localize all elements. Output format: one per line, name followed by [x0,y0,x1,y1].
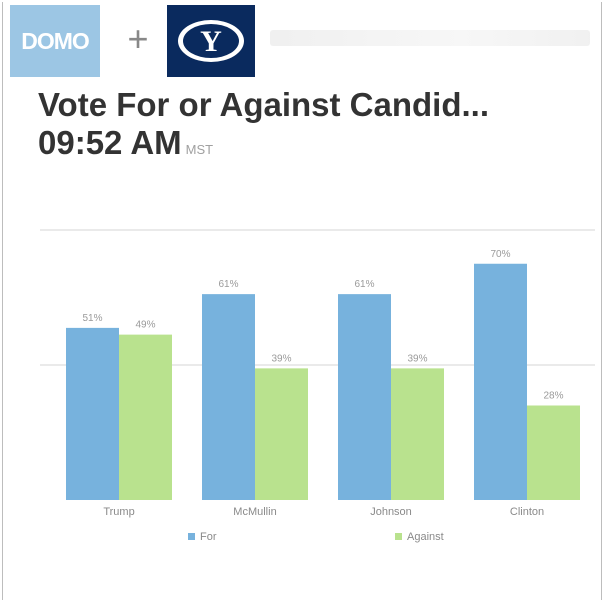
bar-for-mcmullin [202,294,255,500]
x-tick-label: Johnson [370,506,412,518]
card-title[interactable]: Vote For or Against Candid... [38,86,490,123]
data-label: 39% [407,353,427,364]
data-label: 70% [490,249,510,260]
data-label: 61% [354,279,374,290]
bar-against-clinton [527,405,580,500]
bar-for-johnson [338,294,391,500]
plus-sign: + [127,18,149,59]
data-label: 51% [82,313,102,324]
legend-label-against: Against [407,531,444,543]
card-frame [2,2,602,600]
bar-for-trump [66,327,119,500]
legend-swatch-against [395,533,402,540]
time-row: 09:52 AM MST [38,124,213,162]
legend-label-for: For [200,531,217,543]
byu-letter: Y [200,25,222,58]
data-label: 61% [218,279,238,290]
bar-against-johnson [391,368,444,500]
byu-oval-icon: Y [178,20,244,62]
time-value: 09:52 AM [38,124,182,161]
byu-logo[interactable]: Y [167,5,255,77]
bar-against-mcmullin [255,368,308,500]
bar-for-clinton [474,263,527,500]
x-tick-label: Clinton [510,506,544,518]
x-tick-label: Trump [103,506,134,518]
data-label: 39% [271,353,291,364]
faded-header-text [270,30,590,46]
bar-against-trump [119,334,172,500]
legend-swatch-for [188,533,195,540]
x-tick-label: McMullin [233,506,276,518]
data-label: 49% [135,320,155,331]
data-label: 28% [543,391,563,402]
timezone-label: MST [185,142,214,157]
header-bar: DOMO + Y [10,5,602,77]
domo-logo[interactable]: DOMO [10,5,100,77]
